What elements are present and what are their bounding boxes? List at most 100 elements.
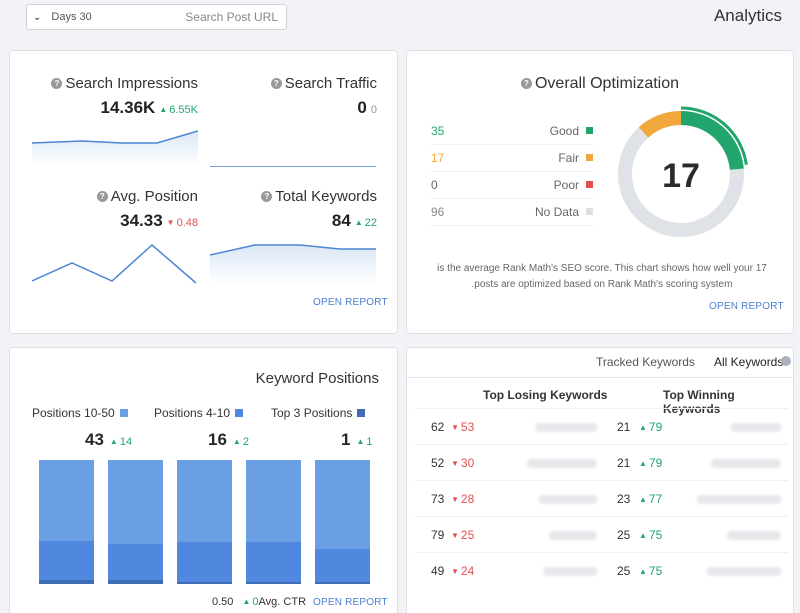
arrow-down-icon: ▼ (451, 495, 459, 504)
arrow-down-icon: ▼ (451, 459, 459, 468)
search-impressions-delta: 6.55K (169, 104, 198, 116)
keyword-position-bar (177, 460, 232, 584)
losing-delta: ▼ 25 (451, 528, 475, 542)
optimization-label: Poor (553, 178, 579, 192)
chevron-down-icon: ⌄ (33, 11, 42, 23)
tab-tracked-keywords[interactable]: Tracked Keywords (596, 355, 695, 369)
help-icon[interactable]: ? (51, 78, 63, 89)
optimization-card: ? Overall Optimization 35 Good 17 Fair 0 Poor 9… (406, 50, 794, 334)
losing-position: 79 (431, 528, 445, 542)
optimization-row: 96 No Data (431, 200, 593, 226)
optimization-label: No Data (534, 205, 579, 219)
keyword-name-redacted (549, 531, 597, 540)
winning-position: 21 (617, 456, 631, 470)
keywords-table-card: Tracked Keywords All Keywords Top Losing… (406, 347, 794, 613)
help-icon[interactable]: ? (261, 191, 273, 202)
losing-delta: ▼ 30 (451, 456, 475, 470)
search-traffic-value: 0 (357, 98, 367, 117)
avg-position-stat: ? Avg. Position 34.33 ▼ 0.48 (28, 188, 198, 231)
keyword-name-redacted (543, 567, 597, 576)
keyword-positions-card: Keyword Positions Positions 10-50 Positi… (9, 347, 398, 613)
open-report-link[interactable]: OPEN REPORT (709, 301, 784, 312)
losing-position: 62 (431, 420, 445, 434)
keyword-name-redacted (527, 459, 597, 468)
help-icon[interactable]: ? (270, 78, 282, 89)
avg-ctr-delta: 0 (252, 596, 259, 608)
total-keywords-delta: 22 (364, 217, 377, 229)
open-report-link[interactable]: OPEN REPORT (313, 597, 388, 608)
optimization-row: 35 Good (431, 119, 593, 145)
bar-segment-top-3 (177, 581, 232, 584)
status-swatch (586, 181, 593, 188)
total-keywords-value: 84 (331, 211, 351, 230)
bar-segment-positions-4-10 (246, 541, 301, 584)
search-impressions-label: Search Impressions (65, 75, 198, 92)
keyword-row: 79 ▼ 25 25 ▲ 75 (415, 516, 789, 552)
arrow-up-icon: ▲ (356, 437, 365, 446)
arrow-up-icon: ▲ (232, 437, 241, 446)
search-post-url-input[interactable]: Search Post URL (95, 4, 287, 30)
search-impressions-value: 14.36K (100, 98, 156, 117)
keyword-row: 62 ▼ 53 21 ▲ 79 (415, 408, 789, 444)
keyword-name-redacted (707, 567, 781, 576)
keywords-tabs: Tracked Keywords All Keywords (407, 348, 793, 378)
optimization-count: 96 (431, 205, 445, 219)
help-icon[interactable]: ? (96, 191, 108, 202)
avg-position-label: Avg. Position (110, 188, 198, 205)
losing-position: 52 (431, 456, 445, 470)
days-dropdown[interactable]: ⌄ Days 30 (26, 4, 96, 30)
keyword-row: 52 ▼ 30 21 ▲ 79 (415, 444, 789, 480)
days-label: Days 30 (51, 11, 92, 23)
winning-delta: ▲ 79 (639, 420, 663, 434)
optimization-description: is the average Rank Math's SEO score. Th… (427, 261, 777, 293)
keyword-name-redacted (697, 495, 781, 504)
bar-segment-top-3 (108, 580, 163, 584)
keyword-row: 73 ▼ 28 23 ▲ 77 (415, 480, 789, 516)
bar-segment-top-3 (246, 582, 301, 584)
arrow-down-icon: ▼ (451, 567, 459, 576)
top-losing-header: Top Losing Keywords (483, 388, 608, 402)
status-swatch (586, 127, 593, 134)
keyword-name-redacted (711, 459, 781, 468)
bar-segment-top-3 (39, 580, 94, 584)
keyword-name-redacted (535, 423, 597, 432)
arrow-up-icon: ▲ (639, 459, 647, 468)
winning-delta: ▲ 75 (639, 564, 663, 578)
avg-ctr: 0.50 ▲ 0Avg. CTR (212, 596, 306, 608)
avg-ctr-label: Avg. CTR (258, 596, 307, 608)
winning-delta: ▲ 75 (639, 528, 663, 542)
losing-position: 49 (431, 564, 445, 578)
arrow-up-icon: ▲ (109, 437, 118, 446)
losing-position: 73 (431, 492, 445, 506)
bar-segment-positions-4-10 (315, 549, 370, 584)
tab-all-keywords[interactable]: All Keywords (714, 355, 784, 369)
keyword-position-bar (315, 460, 370, 584)
optimization-count: 35 (431, 124, 445, 138)
arrow-up-icon: ▲ (639, 423, 647, 432)
optimization-label: Good (549, 124, 579, 138)
winning-delta: ▲ 77 (639, 492, 663, 506)
losing-delta: ▼ 24 (451, 564, 475, 578)
optimization-description-line2: .posts are optimized based on Rank Math'… (471, 279, 733, 290)
status-swatch (586, 208, 593, 215)
optimization-count: 0 (431, 178, 438, 192)
winning-delta: ▲ 79 (639, 456, 663, 470)
open-report-link[interactable]: OPEN REPORT (313, 297, 388, 308)
bar-segment-top-3 (315, 582, 370, 584)
bar-segment-positions-4-10 (39, 540, 94, 584)
impressions-sparkline (32, 130, 198, 167)
status-swatch (586, 154, 593, 161)
keyword-position-bar (108, 460, 163, 584)
positions-4-10-value: 16 ▲ 2 (208, 430, 249, 449)
top-winning-header: Top Winning Keywords (663, 388, 735, 416)
help-icon[interactable]: ? (520, 78, 532, 89)
optimization-row: 0 Poor (431, 173, 593, 199)
search-traffic-label: Search Traffic (284, 75, 377, 92)
legend-positions-10-50: Positions 10-50 (32, 406, 128, 420)
optimization-label: Fair (558, 151, 579, 165)
optimization-description-line1: is the average Rank Math's SEO score. Th… (437, 263, 767, 274)
arrow-up-icon: ▲ (639, 567, 647, 576)
keywords-sparkline (210, 244, 376, 285)
winning-position: 21 (617, 420, 631, 434)
